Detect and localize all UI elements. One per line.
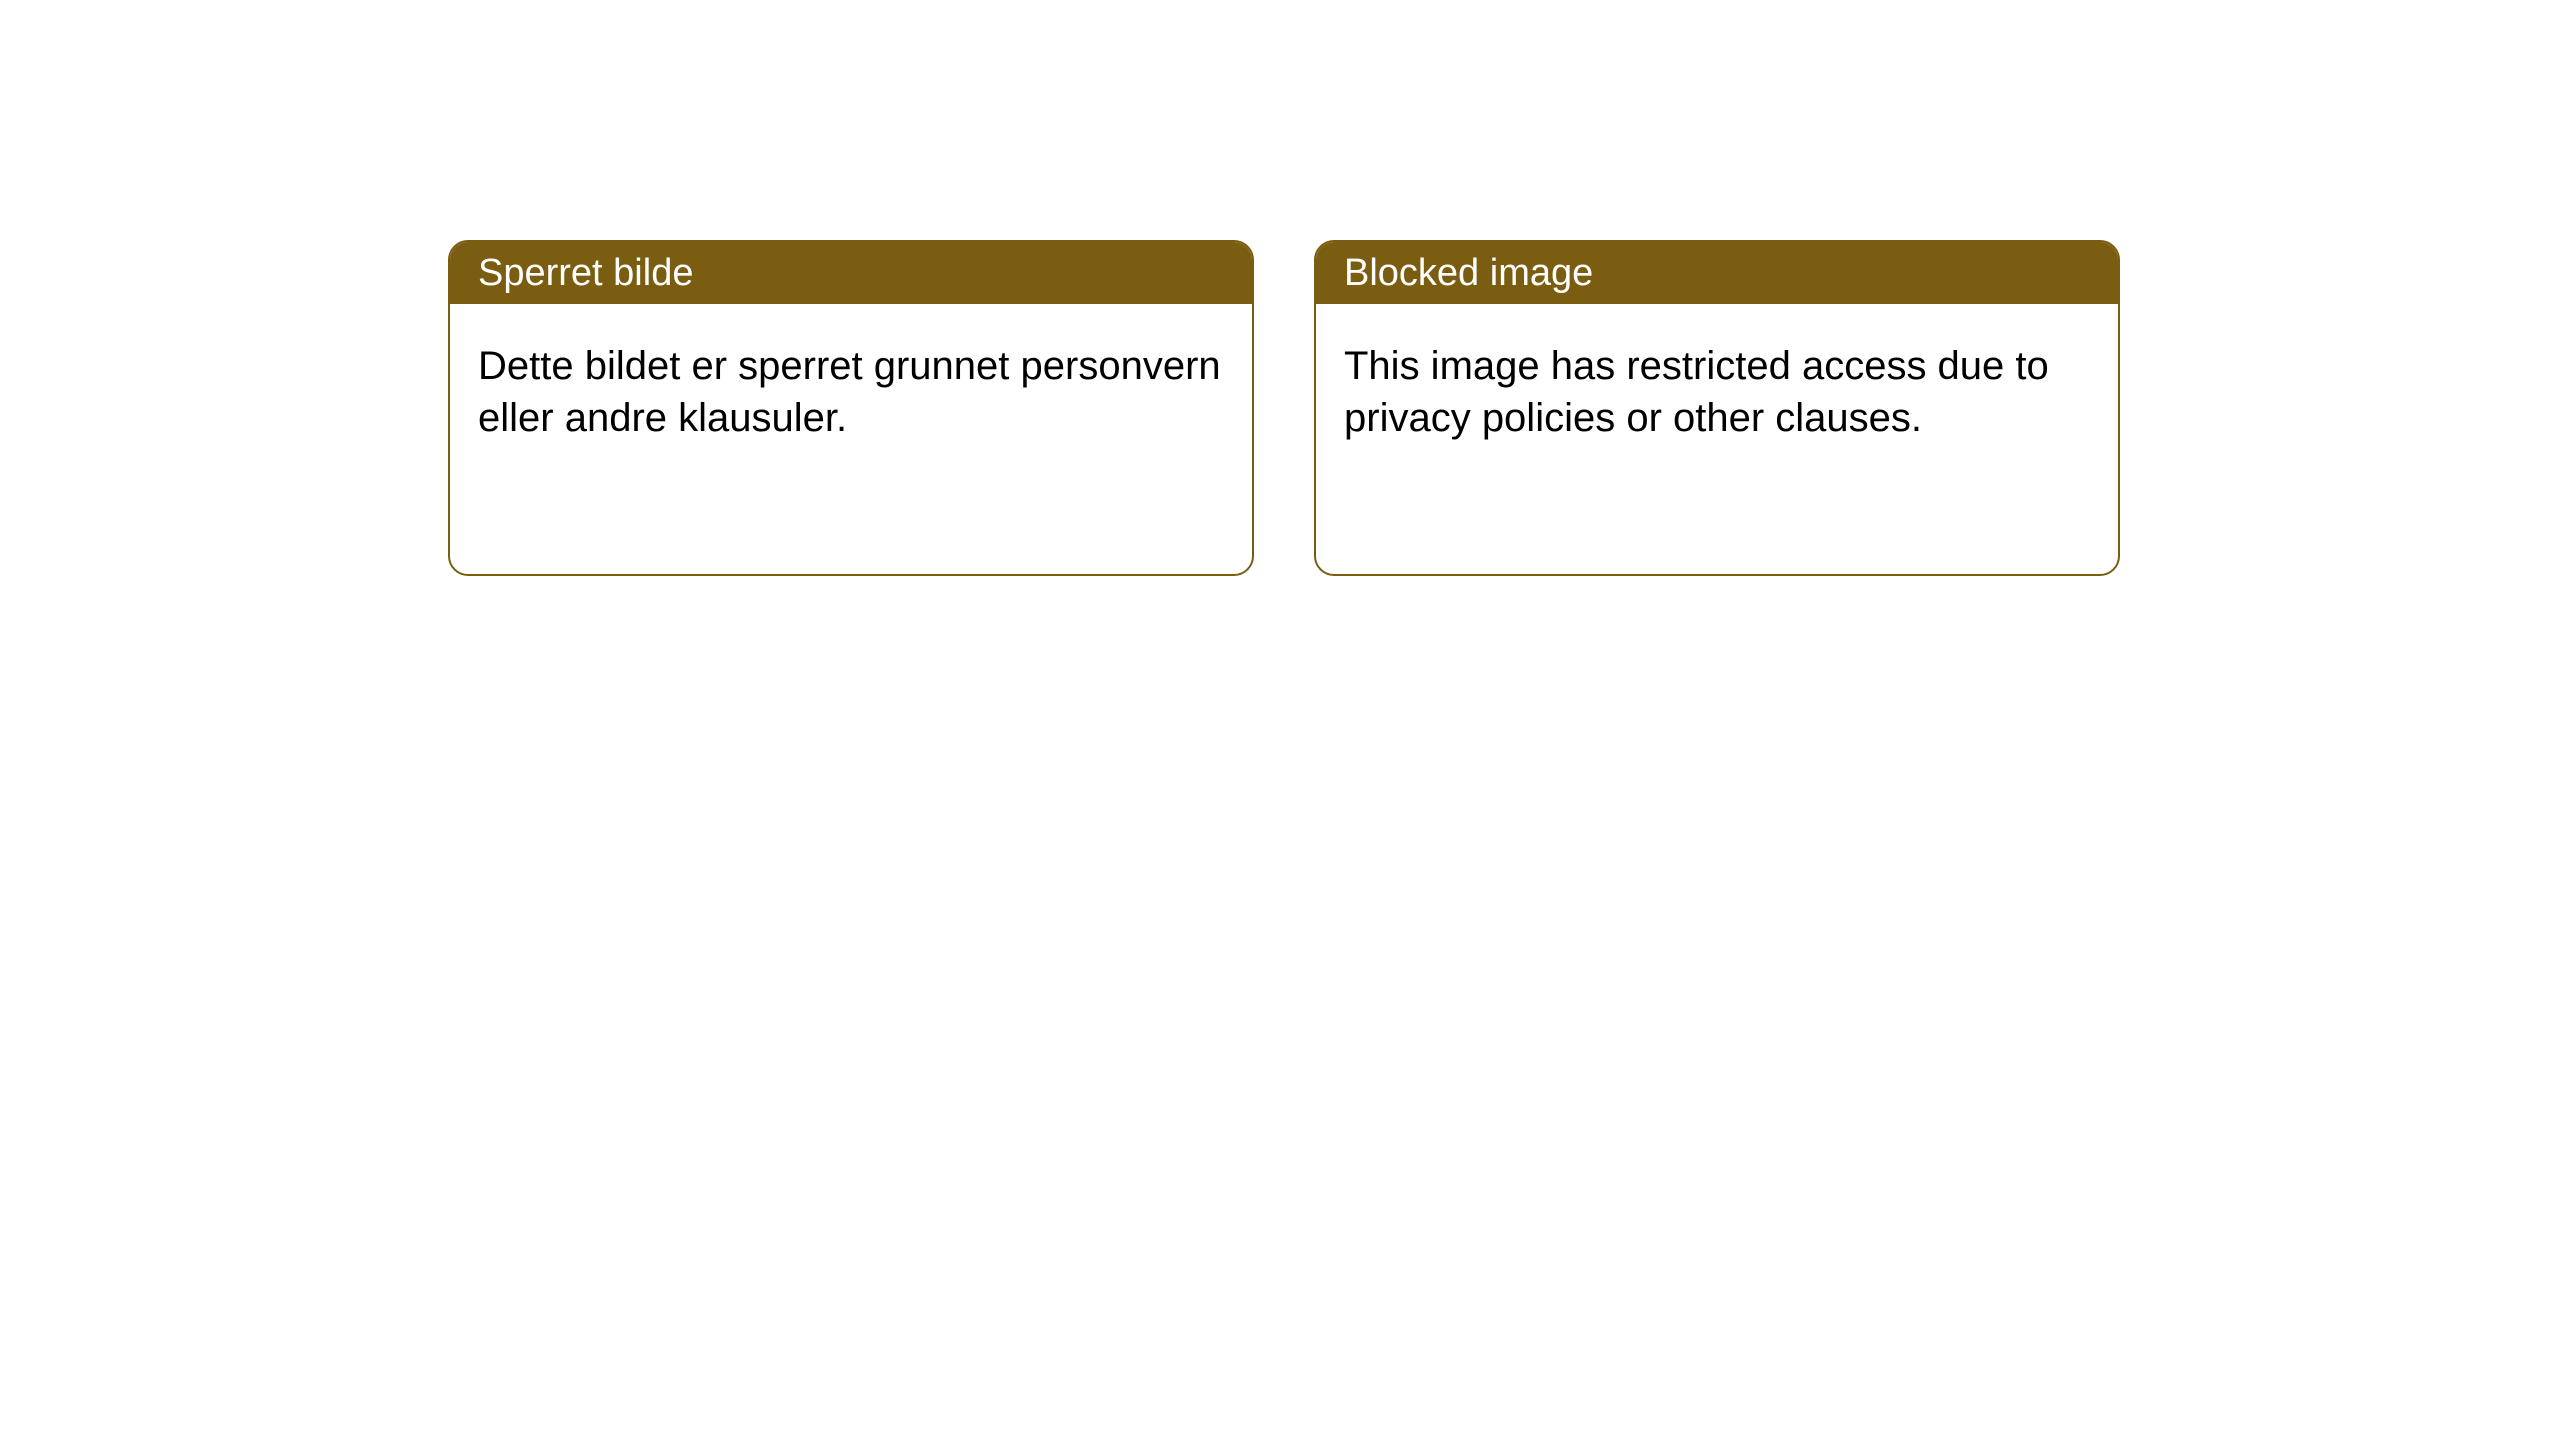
notice-body: This image has restricted access due to … bbox=[1316, 304, 2118, 480]
notice-header: Blocked image bbox=[1316, 242, 2118, 304]
notice-body: Dette bildet er sperret grunnet personve… bbox=[450, 304, 1252, 480]
notice-body-text: Dette bildet er sperret grunnet personve… bbox=[478, 344, 1221, 440]
notice-title: Sperret bilde bbox=[478, 252, 693, 295]
notice-title: Blocked image bbox=[1344, 252, 1593, 295]
blocked-image-notice-no: Sperret bilde Dette bildet er sperret gr… bbox=[448, 240, 1254, 576]
notice-container: Sperret bilde Dette bildet er sperret gr… bbox=[0, 0, 2560, 576]
blocked-image-notice-en: Blocked image This image has restricted … bbox=[1314, 240, 2120, 576]
notice-header: Sperret bilde bbox=[450, 242, 1252, 304]
notice-body-text: This image has restricted access due to … bbox=[1344, 344, 2049, 440]
